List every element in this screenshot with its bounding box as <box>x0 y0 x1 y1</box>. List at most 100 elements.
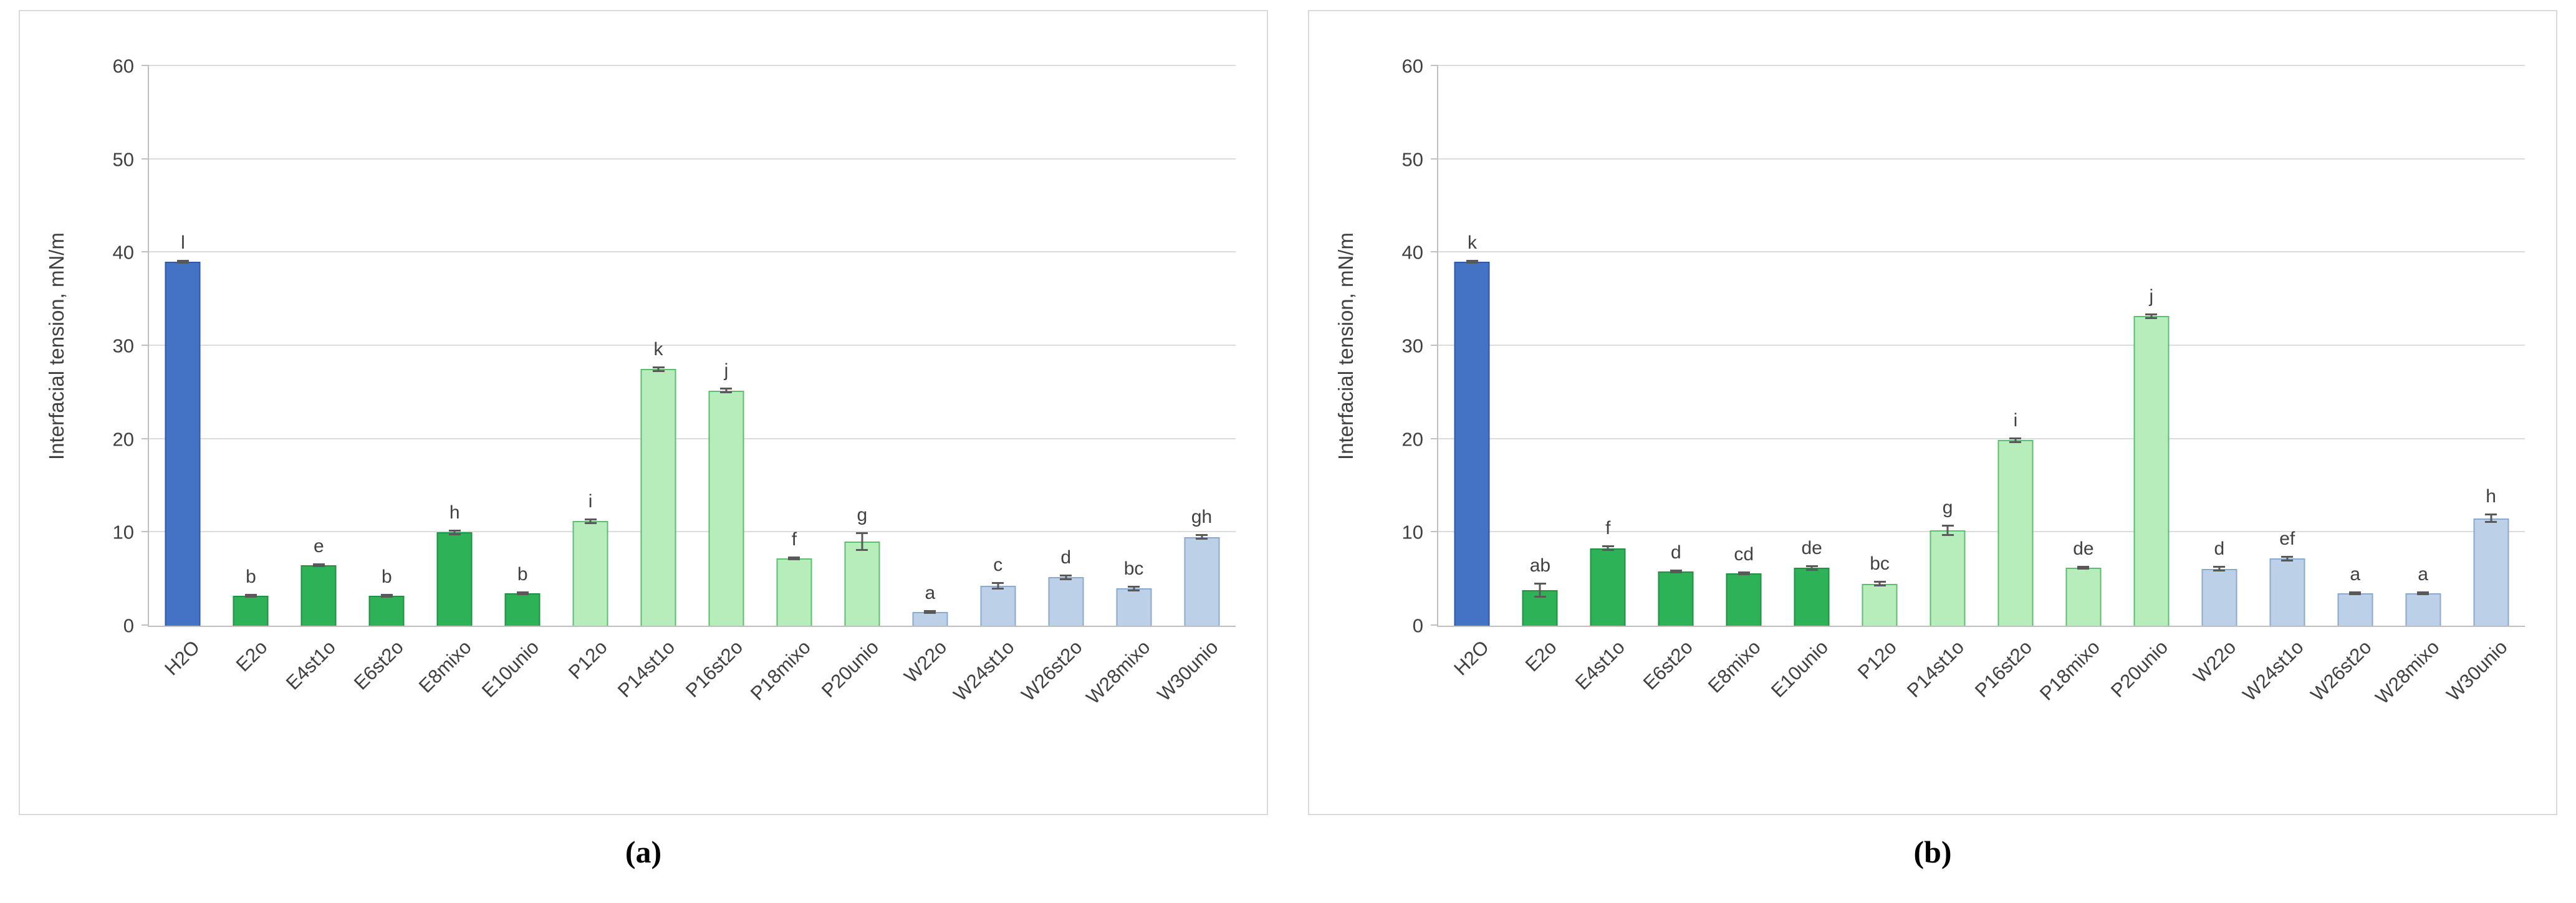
x-tick-label: H2O <box>1449 636 1493 680</box>
error-bar <box>1471 260 1473 264</box>
gridline <box>149 158 1236 160</box>
bar-H2O <box>165 262 201 626</box>
error-bar <box>1607 545 1609 552</box>
significance-letter: j <box>724 360 729 381</box>
bar-P20unio <box>844 542 880 626</box>
bar-slot: c W24st1o <box>949 66 1032 705</box>
bar-P18mixo <box>2065 568 2102 626</box>
significance-letter: f <box>1605 518 1611 539</box>
x-tick-label: E8mixo <box>414 636 476 697</box>
bar-slot: k P14st1o <box>613 66 693 701</box>
x-tick-label: P16st2o <box>1971 636 2037 702</box>
x-tick-label: P20unio <box>2106 636 2173 702</box>
error-bar <box>657 366 660 372</box>
bar-slot: a W22o <box>896 66 964 687</box>
bar-slot: d W22o <box>2185 66 2253 687</box>
x-tick-label: E2o <box>1521 636 1561 676</box>
error-bar <box>1675 570 1677 574</box>
y-axis-label: Interfacial tension, mN/m <box>1334 232 1357 461</box>
gridline <box>149 65 1236 66</box>
y-tick-label: 60 <box>112 55 134 77</box>
significance-letter: ab <box>1529 555 1551 576</box>
y-tick-mark <box>142 531 149 533</box>
gridline <box>1438 345 2525 346</box>
error-bar <box>453 529 456 535</box>
bar-E10unio <box>504 593 541 626</box>
bar-slot: i P16st2o <box>1971 66 2050 702</box>
y-tick-label: 0 <box>123 614 134 637</box>
y-tick-mark <box>142 437 149 439</box>
bar-slot: h E8mixo <box>415 66 489 697</box>
error-bar <box>2490 514 2492 523</box>
bar-slots: l H2O b E2o e E4st1o b E6st2o h E8mixo b E10unio i P1… <box>149 66 1236 709</box>
error-bar <box>2354 591 2357 595</box>
bar-W30unio <box>1184 537 1220 626</box>
chart-b: Interfacial tension, mN/m 0 10 20 30 40 50 60 k… <box>1308 10 2557 815</box>
bar-P20unio <box>2133 316 2170 626</box>
y-tick-mark <box>142 624 149 626</box>
y-tick-mark <box>1431 624 1438 626</box>
significance-letter: h <box>449 502 460 523</box>
error-bar <box>1878 581 1881 587</box>
error-bar <box>317 563 320 567</box>
bar-slot: ab E2o <box>1506 66 1574 676</box>
y-tick-label: 50 <box>112 148 134 171</box>
y-tick-mark <box>142 251 149 253</box>
significance-letter: j <box>2149 285 2154 307</box>
gridline <box>1438 437 2525 439</box>
bar-slot: d W26st2o <box>1017 66 1100 705</box>
bar-slot: gh W30unio <box>1153 66 1236 705</box>
error-bar <box>2422 591 2425 595</box>
error-bar <box>589 518 592 524</box>
x-tick-label: W28mixo <box>2371 636 2444 709</box>
x-tick-label: W26st2o <box>1017 636 1087 705</box>
bar-slot: b E10unio <box>478 66 557 702</box>
significance-letter: a <box>2418 563 2428 585</box>
significance-letter: f <box>791 529 797 550</box>
y-tick-label: 20 <box>1401 428 1423 451</box>
gridline <box>1438 531 2525 533</box>
bar-W24st1o <box>980 585 1016 626</box>
bar-E6st2o <box>368 596 405 626</box>
significance-letter: gh <box>1191 507 1213 528</box>
y-tick-mark <box>142 158 149 160</box>
gridline <box>1438 65 2525 66</box>
x-tick-label: P12o <box>564 636 612 684</box>
significance-letter: de <box>2073 538 2094 560</box>
bar-E6st2o <box>1658 571 1694 626</box>
gridline <box>149 531 1236 533</box>
x-tick-label: E6st2o <box>349 636 408 694</box>
significance-letter: g <box>1942 497 1953 518</box>
bar-W22o <box>912 611 948 626</box>
y-tick-label: 50 <box>1401 148 1423 171</box>
x-tick-label: W26st2o <box>2306 636 2376 705</box>
bar-slot: b E6st2o <box>350 66 421 694</box>
x-tick-label: P18mixo <box>746 636 815 705</box>
plot-area: 0 10 20 30 40 50 60 l H2O b E2o e E4st1o b E6st2o h E8mi… <box>113 57 1236 709</box>
bar-W26st2o <box>1048 577 1084 626</box>
error-bar <box>929 609 931 614</box>
error-bar <box>997 581 999 590</box>
bar-E8mixo <box>436 532 473 626</box>
bar-slot: de E10unio <box>1767 66 1846 702</box>
x-tick-label: W28mixo <box>1082 636 1155 709</box>
significance-letter: cd <box>1734 544 1754 565</box>
bar-slots: k H2O ab E2o f E4st1o d E6st2o cd E8mixo de E10unio… <box>1438 66 2525 709</box>
bar-E2o <box>233 596 269 626</box>
x-tick-label: E8mixo <box>1703 636 1765 697</box>
x-tick-label: P12o <box>1853 636 1901 684</box>
error-bar <box>861 532 863 552</box>
significance-letter: ef <box>2279 528 2295 549</box>
y-tick-mark <box>1431 531 1438 533</box>
significance-letter: b <box>381 566 392 588</box>
significance-letter: g <box>857 505 868 526</box>
bar-W24st1o <box>2269 558 2305 626</box>
error-bar <box>2014 437 2017 443</box>
error-bar <box>1742 571 1745 576</box>
error-bar <box>1946 525 1949 537</box>
bar-P16st2o <box>1997 440 2034 626</box>
bar-slot: bc W28mixo <box>1082 66 1168 709</box>
panel-caption-b: (b) <box>1913 834 1952 869</box>
significance-letter: h <box>2486 486 2496 507</box>
error-bar <box>249 594 252 598</box>
